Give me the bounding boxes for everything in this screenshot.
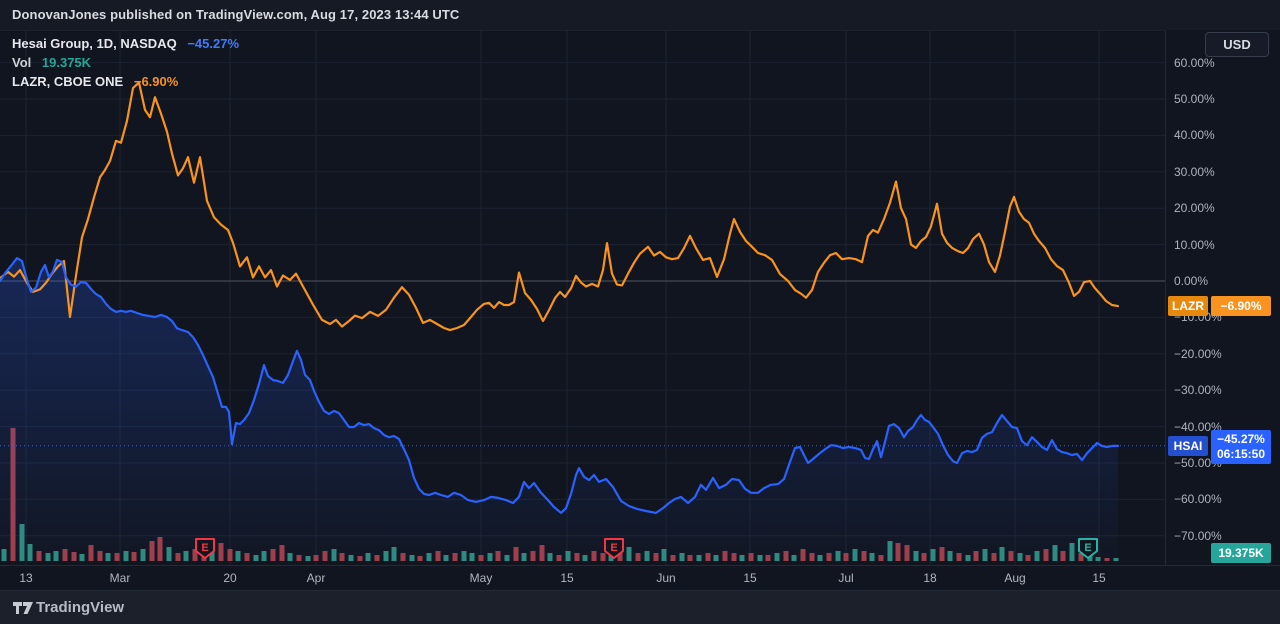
tradingview-logo-icon[interactable]: [12, 600, 34, 616]
time-axis-tick[interactable]: 15: [1092, 571, 1106, 585]
lazr-line-series[interactable]: [0, 81, 1120, 332]
publication-header: DonovanJones published on TradingView.co…: [0, 0, 1280, 31]
compare-symbol-change: −6.90%: [133, 74, 179, 89]
price-axis-tick: −40.00%: [1174, 419, 1222, 434]
price-axis-tick: −70.00%: [1174, 528, 1222, 543]
time-axis-tick[interactable]: 15: [560, 571, 574, 585]
earnings-icon-letter: E: [1084, 542, 1091, 554]
main-symbol-change: −45.27%: [187, 36, 240, 51]
volume-value: 19.375K: [41, 55, 92, 70]
price-axis-tick: 30.00%: [1174, 164, 1215, 179]
legend-main-symbol[interactable]: Hesai Group, 1D, NASDAQ −45.27%: [12, 34, 239, 53]
publication-header-text: DonovanJones published on TradingView.co…: [12, 7, 460, 22]
price-axis[interactable]: USD 60.00% 50.00% 40.00% 30.00% 20.00% 10.00%…: [1165, 30, 1280, 565]
time-axis-tick[interactable]: Mar: [109, 571, 131, 585]
time-axis-tick[interactable]: Aug: [1004, 571, 1026, 585]
price-axis-tick: −50.00%: [1174, 456, 1222, 470]
currency-toggle-button[interactable]: USD: [1205, 32, 1269, 57]
chart-legend: Hesai Group, 1D, NASDAQ −45.27% Vol 19.3…: [12, 34, 239, 91]
footer-bar: TradingView: [0, 590, 1280, 624]
hsai-price-label: −45.27% 06:15:50: [1211, 429, 1271, 464]
lazr-price-label: −6.90%: [1211, 296, 1271, 317]
earnings-icon[interactable]: [604, 538, 624, 559]
time-axis-tick[interactable]: 15: [743, 571, 757, 585]
time-axis-tick[interactable]: May: [469, 571, 493, 585]
volume-label: Vol: [12, 55, 32, 70]
hsai-line-series[interactable]: [0, 257, 1120, 515]
time-axis-tick[interactable]: 20: [223, 571, 237, 585]
price-axis-tick: 60.00%: [1174, 55, 1215, 70]
main-symbol-title[interactable]: Hesai Group, 1D, NASDAQ: [12, 36, 177, 51]
time-axis-tick[interactable]: Jul: [838, 571, 854, 585]
price-axis-tick: 0.00%: [1174, 274, 1209, 288]
time-axis[interactable]: 13 Mar 20 Apr May 15 Jun 15 Jul 18 Aug 15: [0, 565, 1280, 591]
time-axis-tick[interactable]: 13: [19, 571, 33, 585]
hsai-area-fill: [0, 258, 1118, 561]
price-axis-tick: 10.00%: [1174, 237, 1215, 252]
hsai-price-value: −45.27%: [1217, 431, 1265, 446]
volume-price-label: 19.375K: [1211, 543, 1271, 563]
hsai-countdown: 06:15:50: [1216, 446, 1266, 461]
earnings-icon-letter: E: [610, 542, 617, 554]
earnings-icon[interactable]: [1078, 538, 1098, 559]
price-axis-tick: 20.00%: [1174, 201, 1215, 216]
tradingview-brand-text[interactable]: TradingView: [36, 599, 125, 616]
hsai-ticker-chip: HSAI: [1168, 435, 1208, 456]
legend-volume[interactable]: Vol 19.375K: [12, 53, 239, 72]
legend-compare-symbol[interactable]: LAZR, CBOE ONE −6.90%: [12, 72, 239, 91]
compare-symbol-title[interactable]: LAZR, CBOE ONE: [12, 74, 124, 89]
price-axis-tick: 40.00%: [1174, 128, 1215, 143]
price-axis-tick: −30.00%: [1174, 383, 1222, 398]
earnings-icon[interactable]: [195, 538, 215, 559]
time-axis-tick[interactable]: 18: [923, 571, 937, 585]
price-axis-tick: 50.00%: [1174, 92, 1215, 106]
lazr-ticker-chip: LAZR: [1168, 296, 1208, 317]
earnings-icon-letter: E: [201, 542, 208, 554]
price-axis-tick: −60.00%: [1174, 492, 1222, 507]
price-axis-tick: −20.00%: [1174, 346, 1222, 361]
time-axis-tick[interactable]: Jun: [656, 571, 676, 585]
time-axis-tick[interactable]: Apr: [306, 571, 326, 585]
